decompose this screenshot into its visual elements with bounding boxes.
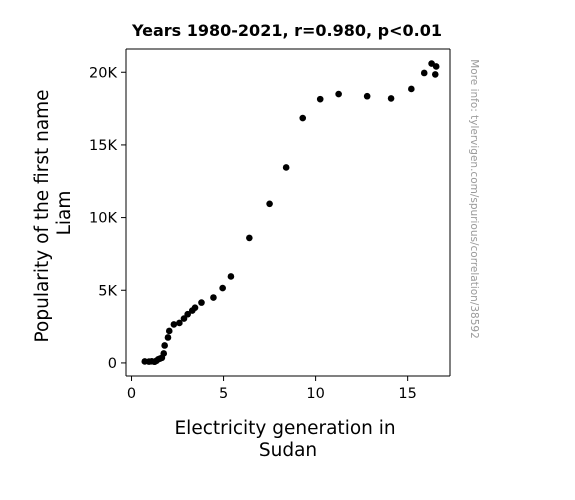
x-tick-label: 0 [127, 386, 136, 402]
data-point [161, 342, 168, 349]
x-tick-label: 5 [219, 386, 228, 402]
data-point [408, 85, 415, 93]
data-point [164, 334, 172, 341]
data-point [431, 71, 439, 78]
x-axis-label-line-1: Electricity generation in [174, 418, 395, 439]
x-axis-ticks: 0 5 10 15 [127, 376, 417, 402]
y-tick-label: 0 [108, 356, 117, 372]
x-axis-label: Electricity generation in Sudan [174, 418, 401, 461]
x-tick-label: 15 [398, 386, 416, 402]
data-point [266, 200, 273, 208]
y-tick-label: 15K [89, 138, 117, 154]
data-point [184, 310, 191, 318]
data-point [299, 114, 307, 122]
data-point [387, 95, 395, 102]
x-axis-label-line-2: Sudan [259, 440, 317, 461]
source-note: More info: tylervigen.com/spurious/corre… [468, 59, 480, 339]
data-point [165, 327, 173, 335]
y-tick-label: 20K [89, 65, 117, 81]
data-point [219, 284, 226, 292]
data-point [227, 273, 235, 280]
data-point [316, 95, 324, 103]
data-point [191, 304, 199, 311]
y-axis-ticks: 0 5K 10K 15K 20K [89, 65, 126, 372]
y-axis-label-line-2: Liam [54, 191, 75, 236]
x-tick-label: 10 [306, 386, 324, 402]
data-point [176, 319, 183, 327]
data-point [170, 321, 178, 328]
data-point [198, 299, 205, 306]
y-tick-label: 5K [98, 283, 117, 299]
data-point [335, 90, 342, 98]
y-tick-label: 10K [89, 211, 117, 227]
data-point [210, 294, 217, 301]
data-point [160, 350, 168, 357]
data-point [363, 92, 371, 100]
data-point [420, 69, 428, 77]
data-point [432, 63, 440, 70]
data-point [180, 315, 188, 322]
y-axis-label: Popularity of the first name Liam [32, 84, 75, 343]
plot-frame [125, 48, 451, 377]
chart-title: Years 1980-2021, r=0.980, p<0.01 [131, 21, 442, 40]
data-point [282, 164, 290, 171]
y-axis-label-line-1: Popularity of the first name [32, 89, 53, 342]
data-points [141, 60, 440, 366]
data-point [246, 234, 253, 242]
